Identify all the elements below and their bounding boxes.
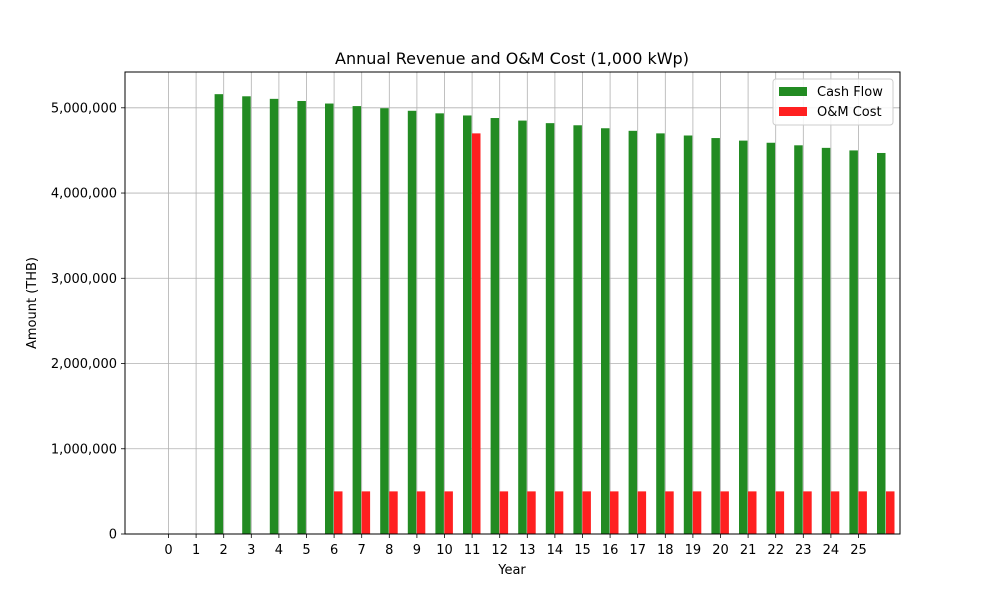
bar-cash-flow	[821, 147, 831, 534]
x-tick-label: 14	[547, 543, 564, 558]
x-tick-label: 20	[712, 543, 729, 558]
bar-cash-flow	[794, 145, 803, 534]
y-axis-label: Amount (THB)	[25, 257, 40, 349]
bar-cash-flow	[407, 110, 417, 535]
bar-cash-flow	[463, 115, 472, 535]
x-tick-label: 25	[850, 543, 867, 558]
gridlines	[125, 72, 900, 535]
plot-frame	[124, 71, 901, 535]
bar-om-cost	[886, 491, 895, 534]
bar-om-cost	[637, 491, 647, 534]
ticks: 0 1 2 3 4 5 6 7 8 9 10 11 12 13 14 15 16 17 18 19 20 21 22 23 24…	[51, 101, 867, 558]
bar-om-cost	[775, 491, 785, 534]
bar-cash-flow	[242, 96, 251, 534]
bar-cash-flow	[490, 118, 500, 535]
x-tick-label: 0	[164, 543, 172, 558]
legend-label: Cash Flow	[817, 85, 883, 100]
y-tick-label: 1,000,000	[51, 442, 117, 457]
x-tick-label: 8	[385, 543, 393, 558]
legend-swatch	[779, 107, 807, 116]
x-tick-label: 9	[413, 543, 421, 558]
bar-cash-flow	[352, 106, 362, 534]
bar-cash-flow	[877, 152, 886, 535]
legend-swatch	[779, 87, 807, 96]
bar-cash-flow	[214, 94, 224, 535]
x-tick-label: 12	[491, 543, 508, 558]
bar-om-cost	[610, 491, 619, 534]
bar-cash-flow	[297, 100, 306, 534]
bar-cash-flow	[739, 140, 748, 534]
bar-om-cost	[416, 491, 426, 534]
bar-cash-flow	[325, 103, 334, 534]
x-tick-label: 15	[574, 543, 591, 558]
bar-om-cost	[748, 491, 757, 534]
bar-cash-flow	[269, 98, 279, 534]
x-tick-label: 21	[740, 543, 757, 558]
x-tick-label: 17	[629, 543, 646, 558]
bar-om-cost	[389, 491, 398, 534]
bar-om-cost	[444, 491, 453, 534]
x-axis-label: Year	[497, 563, 526, 578]
bar-om-cost	[720, 491, 729, 534]
bar-om-cost	[472, 133, 481, 535]
y-tick-label: 0	[109, 528, 117, 543]
x-tick-label: 22	[767, 543, 784, 558]
bar-om-cost	[830, 491, 840, 534]
bar-om-cost	[361, 491, 371, 534]
x-tick-label: 6	[330, 543, 338, 558]
bar-cash-flow	[573, 125, 582, 535]
bar-cash-flow	[545, 123, 555, 534]
bar-om-cost	[692, 491, 702, 534]
x-tick-label: 5	[302, 543, 310, 558]
x-tick-label: 2	[220, 543, 228, 558]
bar-om-cost	[499, 491, 509, 534]
bars	[214, 94, 895, 535]
y-tick-label: 2,000,000	[51, 357, 117, 372]
bar-om-cost	[554, 491, 564, 534]
bar-om-cost	[527, 491, 536, 534]
bar-cash-flow	[656, 133, 665, 535]
bar-om-cost	[803, 491, 812, 534]
legend: Cash Flow O&M Cost	[772, 78, 894, 126]
x-tick-label: 16	[602, 543, 619, 558]
x-tick-label: 10	[436, 543, 453, 558]
x-tick-label: 24	[823, 543, 840, 558]
bar-cash-flow	[380, 108, 389, 535]
bar-cash-flow	[435, 113, 444, 534]
bar-cash-flow	[601, 128, 610, 534]
bar-om-cost	[858, 491, 867, 534]
x-tick-label: 23	[795, 543, 812, 558]
bar-om-cost	[334, 491, 343, 534]
x-tick-label: 7	[358, 543, 366, 558]
bar-cash-flow	[628, 130, 638, 534]
bar-om-cost	[582, 491, 591, 534]
x-tick-label: 19	[685, 543, 702, 558]
bar-cash-flow	[518, 120, 527, 534]
y-tick-label: 4,000,000	[51, 187, 117, 202]
bar-cash-flow	[711, 138, 720, 534]
x-tick-label: 3	[247, 543, 255, 558]
bar-om-cost	[665, 491, 674, 534]
x-tick-label: 11	[464, 543, 481, 558]
bar-cash-flow	[683, 135, 693, 534]
bar-cash-flow	[766, 142, 776, 534]
x-tick-label: 1	[192, 543, 200, 558]
bar-cash-flow	[849, 150, 858, 535]
x-tick-label: 18	[657, 543, 674, 558]
y-tick-label: 3,000,000	[51, 272, 117, 287]
legend-label: O&M Cost	[817, 105, 882, 120]
x-tick-label: 13	[519, 543, 536, 558]
y-tick-label: 5,000,000	[51, 101, 117, 116]
chart-title: Annual Revenue and O&M Cost (1,000 kWp)	[335, 49, 689, 68]
x-tick-label: 4	[275, 543, 283, 558]
